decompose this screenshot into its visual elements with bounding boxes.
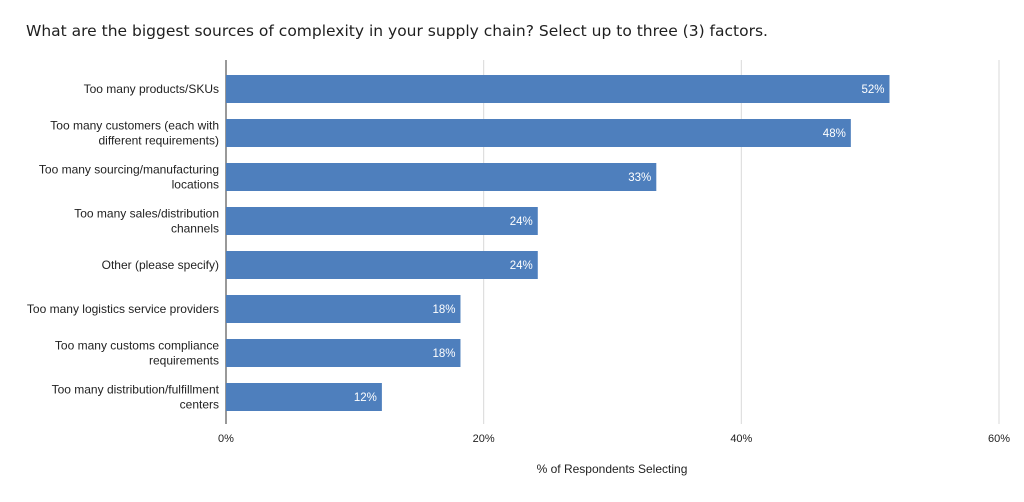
x-tick-label: 0% <box>218 433 234 445</box>
gridlines <box>225 60 1000 424</box>
category-label: Too many customers (each with different r… <box>50 119 219 148</box>
bar <box>226 251 538 279</box>
category-label: Too many customs compliance requirements <box>55 339 219 368</box>
category-labels: Too many products/SKUs Too many customers… <box>27 82 220 412</box>
category-label: Too many logistics service providers <box>27 302 219 316</box>
category-label: Too many distribution/fulfillment centers <box>52 383 220 412</box>
x-tick-label: 40% <box>730 433 752 445</box>
bar <box>226 207 538 235</box>
bar <box>226 339 461 367</box>
data-label: 33% <box>628 172 651 184</box>
data-label: 12% <box>354 392 377 404</box>
data-label: 48% <box>823 128 846 140</box>
data-label: 24% <box>510 216 533 228</box>
data-label: 52% <box>861 84 884 96</box>
x-tick-label: 60% <box>988 433 1010 445</box>
x-axis-ticks: 0% 20% 40% 60% <box>218 433 1010 445</box>
chart-title: What are the biggest sources of complexi… <box>26 22 768 40</box>
category-label: Too many sourcing/manufacturing locations <box>39 163 219 192</box>
bar <box>226 295 461 323</box>
bar <box>226 383 382 411</box>
x-tick-label: 20% <box>473 433 495 445</box>
bar <box>226 163 657 191</box>
category-label: Too many sales/distribution channels <box>74 207 219 236</box>
bar <box>226 119 851 147</box>
x-axis-title: % of Respondents Selecting <box>537 462 688 476</box>
bar <box>226 75 890 103</box>
data-label: 18% <box>432 348 455 360</box>
category-label: Too many products/SKUs <box>84 82 219 96</box>
data-label: 18% <box>432 304 455 316</box>
bars: 52% 48% 33% 24% 24% 18% 18% 12% <box>226 75 890 411</box>
category-label: Other (please specify) <box>102 258 219 272</box>
data-label: 24% <box>510 260 533 272</box>
